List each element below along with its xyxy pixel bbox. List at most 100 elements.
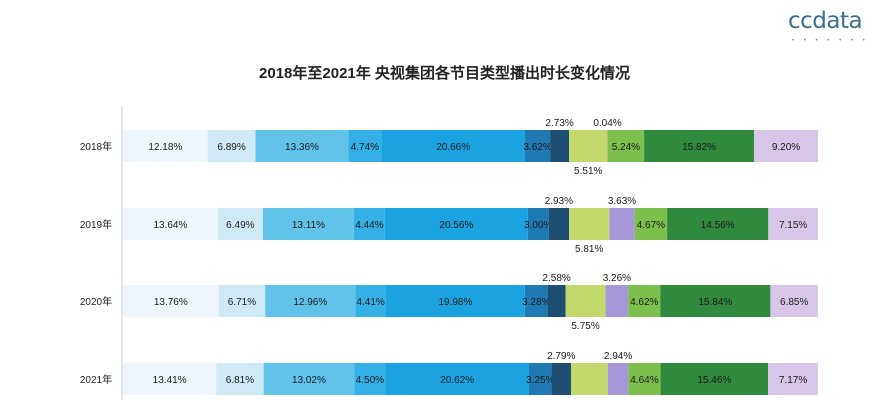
bar-segment [217, 208, 263, 240]
data-label: 3.62% [523, 142, 551, 153]
bar-segment [381, 130, 525, 162]
bar-segment [385, 363, 529, 395]
data-label: 4.41% [356, 297, 384, 308]
bar-segment [550, 130, 570, 162]
data-label: 2.79% [547, 351, 575, 362]
bar-segment [770, 285, 818, 317]
data-label: 6.71% [228, 297, 256, 308]
data-label: 2.58% [542, 273, 570, 284]
bar-segment [551, 363, 571, 395]
bar-segment [570, 363, 608, 395]
bar-segment [754, 130, 818, 162]
data-label: 7.17% [779, 375, 807, 386]
data-label: 3.25% [526, 375, 554, 386]
bar-segment [354, 363, 386, 395]
data-label: 13.02% [292, 375, 326, 386]
data-label: 20.62% [440, 375, 474, 386]
bar-segment [634, 208, 668, 240]
bar-segment [605, 285, 629, 317]
bar-segment [565, 285, 606, 317]
bar-segment [123, 363, 217, 395]
bar-segment [569, 208, 610, 240]
data-label: 6.81% [226, 375, 254, 386]
bar-segment [255, 130, 349, 162]
data-label: 20.66% [436, 142, 470, 153]
data-label: 4.44% [355, 220, 383, 231]
bar-segment [265, 285, 356, 317]
data-label: 5.75% [571, 321, 599, 332]
bar-segment [216, 363, 264, 395]
data-label: 4.67% [637, 220, 665, 231]
data-label: 3.28% [522, 297, 550, 308]
data-label: 13.11% [292, 220, 325, 231]
data-label: 4.62% [630, 297, 658, 308]
bar-segment [644, 130, 755, 162]
bar-segment [768, 363, 818, 395]
data-label: 7.15% [779, 220, 807, 231]
bar-segment [548, 208, 570, 240]
bar-segment [123, 208, 218, 240]
bar-segment [607, 363, 629, 395]
data-label: 3.00% [524, 220, 552, 231]
data-label: 3.26% [603, 273, 631, 284]
data-label: 3.63% [608, 196, 636, 207]
data-label: 5.51% [574, 166, 602, 177]
bar-segment [569, 130, 608, 162]
data-label: 2.93% [545, 196, 573, 207]
data-label: 9.20% [772, 142, 800, 153]
logo-dots: • • • • • • • [792, 38, 869, 44]
data-label: 19.98% [438, 297, 472, 308]
bar-segment [524, 285, 548, 317]
bar-segment [660, 363, 769, 395]
data-label: 6.85% [780, 297, 808, 308]
bar-segment [355, 285, 386, 317]
data-label: 5.24% [612, 142, 640, 153]
category-label: 2019年 [80, 218, 112, 231]
data-label: 12.18% [148, 142, 182, 153]
data-label: 15.84% [698, 297, 732, 308]
bar-segment [660, 285, 771, 317]
bar-segment [768, 208, 818, 240]
ccdata-logo: ccdata [788, 8, 863, 34]
data-label: 15.46% [697, 375, 731, 386]
bar-segment [385, 285, 525, 317]
data-label: 13.64% [153, 220, 187, 231]
data-label: 4.50% [356, 375, 384, 386]
data-label: 12.96% [293, 297, 327, 308]
bar-segment [207, 130, 256, 162]
data-label: 5.81% [575, 244, 603, 255]
bar-segment [348, 130, 382, 162]
data-label: 6.49% [226, 220, 254, 231]
bar-segment [528, 363, 552, 395]
bar-segment [263, 363, 355, 395]
bar-segment [218, 285, 266, 317]
bar-segment [123, 285, 219, 317]
data-label: 2.73% [545, 118, 573, 129]
data-label: 2.94% [604, 351, 632, 362]
data-label: 15.82% [682, 142, 716, 153]
bar-segment [609, 208, 635, 240]
data-label: 6.89% [217, 142, 245, 153]
bar-segment [547, 285, 566, 317]
bar-segment [628, 363, 661, 395]
data-label: 4.74% [351, 142, 379, 153]
data-label: 20.56% [439, 220, 473, 231]
bar-segment [123, 130, 208, 162]
bar-segment [667, 208, 769, 240]
bar-segment [354, 208, 385, 240]
bar-segment [262, 208, 355, 240]
bar-segment [384, 208, 528, 240]
bar-segment [607, 130, 645, 162]
bar-segment [527, 208, 549, 240]
data-label: 0.04% [593, 118, 621, 129]
bar-segment [628, 285, 661, 317]
data-label: 13.41% [153, 375, 187, 386]
data-label: 14.56% [701, 220, 735, 231]
chart-title: 2018年至2021年 央视集团各节目类型播出时长变化情况 [259, 65, 630, 82]
data-label: 13.36% [285, 142, 319, 153]
bar-segment [524, 130, 551, 162]
data-label: 4.64% [630, 375, 658, 386]
category-label: 2018年 [80, 140, 112, 153]
data-label: 13.76% [154, 297, 188, 308]
